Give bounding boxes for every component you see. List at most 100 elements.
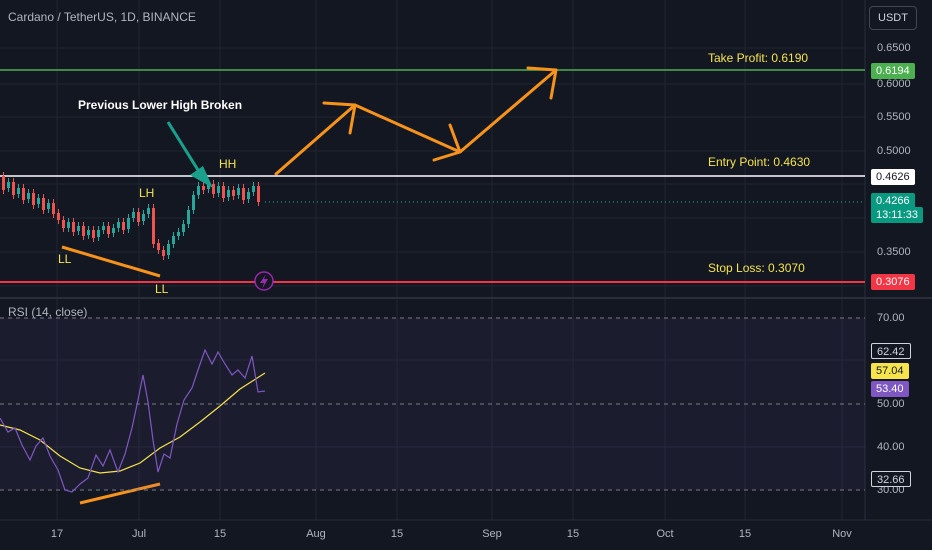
date-tick: Oct bbox=[656, 528, 674, 540]
stop-loss-note[interactable]: Stop Loss: 0.3070 bbox=[708, 261, 805, 275]
take-profit-price-tag: 0.6194 bbox=[871, 63, 915, 79]
candle[interactable] bbox=[252, 186, 255, 192]
date-tick: Aug bbox=[306, 528, 326, 540]
candle[interactable] bbox=[72, 222, 75, 232]
candle[interactable] bbox=[152, 208, 155, 244]
rsi-ma-line[interactable] bbox=[0, 372, 266, 474]
symbol-title[interactable]: Cardano / TetherUS, 1D, BINANCE bbox=[8, 10, 196, 24]
lh-label[interactable]: LH bbox=[139, 186, 155, 200]
date-tick: 15 bbox=[566, 528, 580, 540]
rsi-value-tag: 53.40 bbox=[871, 381, 909, 397]
rsi-divergence-line[interactable] bbox=[79, 482, 161, 505]
candle[interactable] bbox=[102, 226, 105, 230]
ll-trendline[interactable] bbox=[61, 245, 161, 278]
currency-button[interactable]: USDT bbox=[869, 6, 917, 30]
candle[interactable] bbox=[182, 224, 185, 232]
candle[interactable] bbox=[32, 193, 35, 205]
entry-price-tag: 0.4626 bbox=[871, 169, 915, 185]
candle[interactable] bbox=[142, 214, 145, 221]
candle[interactable] bbox=[12, 182, 15, 195]
rsi-tick: 70.00 bbox=[877, 312, 905, 324]
candle[interactable] bbox=[172, 236, 175, 244]
candle[interactable] bbox=[82, 226, 85, 236]
candle[interactable] bbox=[37, 198, 40, 204]
candle[interactable] bbox=[232, 190, 235, 196]
date-tick: 15 bbox=[390, 528, 404, 540]
candle[interactable] bbox=[177, 232, 180, 236]
date-tick: Jul bbox=[131, 528, 147, 540]
rsi-upper-tag: 62.42 bbox=[871, 343, 911, 359]
candle[interactable] bbox=[42, 198, 45, 210]
rsi-lower-tag: 32.66 bbox=[871, 471, 911, 487]
rsi-tick: 50.00 bbox=[877, 398, 905, 410]
rsi-ma-tag: 57.04 bbox=[871, 363, 909, 379]
projection-arrow[interactable] bbox=[274, 66, 558, 176]
stop-loss-price-tag: 0.3076 bbox=[871, 274, 915, 290]
candle[interactable] bbox=[227, 190, 230, 197]
current-price-tag: 0.4266 bbox=[871, 193, 915, 209]
candle[interactable] bbox=[27, 193, 30, 199]
take-profit-note[interactable]: Take Profit: 0.6190 bbox=[708, 51, 809, 65]
candle[interactable] bbox=[257, 186, 260, 202]
candle[interactable] bbox=[137, 212, 140, 222]
rsi-title[interactable]: RSI (14, close) bbox=[8, 305, 88, 319]
candle[interactable] bbox=[247, 192, 250, 199]
candle[interactable] bbox=[242, 188, 245, 200]
candle[interactable] bbox=[17, 188, 20, 194]
price-tick: 0.5000 bbox=[877, 145, 911, 157]
candle[interactable] bbox=[212, 184, 215, 194]
date-tick: 15 bbox=[213, 528, 227, 540]
price-tick: 0.5500 bbox=[877, 111, 911, 123]
bar-countdown-tag: 13:11:33 bbox=[871, 207, 924, 223]
candlestick-series[interactable] bbox=[2, 172, 260, 260]
candle[interactable] bbox=[207, 184, 210, 189]
candle[interactable] bbox=[187, 210, 190, 224]
candle[interactable] bbox=[22, 188, 25, 200]
candle[interactable] bbox=[202, 186, 205, 190]
lower-high-broken-label[interactable]: Previous Lower High Broken bbox=[78, 98, 243, 112]
candle[interactable] bbox=[157, 243, 160, 250]
candle[interactable] bbox=[67, 222, 70, 228]
price-tick: 0.6000 bbox=[877, 78, 911, 90]
candle[interactable] bbox=[92, 230, 95, 238]
candle[interactable] bbox=[107, 226, 110, 234]
rsi-tick: 30.00 bbox=[877, 484, 905, 496]
rsi-tick: 40.00 bbox=[877, 441, 905, 453]
candle[interactable] bbox=[117, 222, 120, 228]
ll-label[interactable]: LL bbox=[58, 252, 72, 266]
candle[interactable] bbox=[147, 208, 150, 214]
price-tick: 0.3500 bbox=[877, 246, 911, 258]
rsi-line[interactable] bbox=[0, 348, 266, 493]
candle[interactable] bbox=[192, 195, 195, 210]
candle[interactable] bbox=[217, 186, 220, 193]
hh-label[interactable]: HH bbox=[219, 157, 237, 171]
candle[interactable] bbox=[62, 220, 65, 228]
ll-label[interactable]: LL bbox=[155, 282, 169, 296]
date-tick: Sep bbox=[482, 528, 502, 540]
candle[interactable] bbox=[87, 230, 90, 235]
date-tick: 17 bbox=[50, 528, 64, 540]
candle[interactable] bbox=[122, 222, 125, 230]
candle[interactable] bbox=[167, 244, 170, 255]
candle[interactable] bbox=[237, 188, 240, 195]
candle[interactable] bbox=[57, 213, 60, 220]
candle[interactable] bbox=[7, 182, 10, 188]
pointer-arrow[interactable] bbox=[166, 121, 213, 188]
date-tick: Nov bbox=[832, 528, 852, 540]
candle[interactable] bbox=[132, 212, 135, 218]
candle[interactable] bbox=[2, 176, 5, 190]
lightning-icon[interactable] bbox=[254, 271, 274, 291]
price-tick: 0.6500 bbox=[877, 42, 911, 54]
candle[interactable] bbox=[77, 226, 80, 231]
date-tick: 15 bbox=[738, 528, 752, 540]
candle[interactable] bbox=[47, 203, 50, 209]
candle[interactable] bbox=[52, 203, 55, 214]
candle[interactable] bbox=[97, 230, 100, 237]
entry-note[interactable]: Entry Point: 0.4630 bbox=[708, 155, 811, 169]
candle[interactable] bbox=[112, 228, 115, 233]
candle[interactable] bbox=[162, 250, 165, 256]
candle[interactable] bbox=[127, 218, 130, 229]
candle[interactable] bbox=[222, 186, 225, 198]
candle[interactable] bbox=[197, 186, 200, 195]
